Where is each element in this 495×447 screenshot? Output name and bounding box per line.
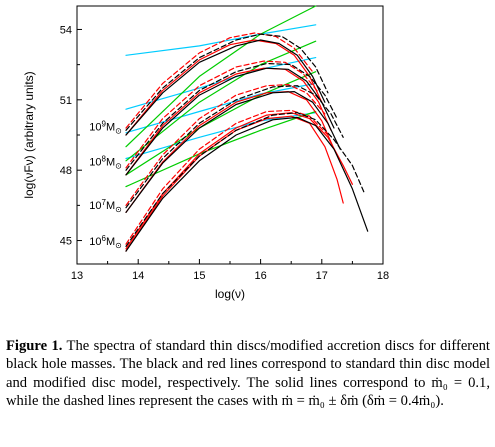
series-line-1e6-5 — [125, 110, 317, 188]
series-line-1e7-7 — [125, 91, 341, 213]
mass-label: 107M⊙ — [89, 198, 122, 214]
series-line-1e7-8 — [125, 85, 344, 209]
y-axis-label: log(νFν) (arbitrary units) — [22, 71, 36, 198]
mass-label-layer: 106M⊙ 107M⊙ 108M⊙ 109M⊙ — [89, 119, 122, 250]
series-line-1e8-16 — [125, 60, 320, 169]
x-tick-label: 16 — [254, 270, 266, 282]
axis-layer: 13 14 15 16 17 18 45 48 51 54 — [60, 24, 389, 282]
series-line-1e9-19 — [125, 39, 326, 136]
x-tick-label: 14 — [132, 270, 144, 282]
x-axis-label: log(ν) — [215, 287, 245, 301]
series-line-1e8-17 — [125, 40, 317, 162]
series-line-1e6-4 — [125, 109, 329, 245]
series-line-1e7-12 — [125, 82, 317, 134]
x-tick-label: 15 — [193, 270, 205, 282]
series-line-1e6-2 — [125, 115, 344, 252]
series-line-1e6-0 — [125, 116, 369, 252]
figure-caption: Figure 1. The spectra of standard thin d… — [6, 337, 490, 410]
mass-label: 108M⊙ — [89, 154, 122, 170]
series-line-1e7-9 — [125, 91, 335, 213]
series-line-1e8-15 — [125, 67, 332, 176]
series-line-1e8-14 — [125, 62, 338, 171]
series-layer — [125, 5, 369, 252]
series-line-1e8-13 — [125, 67, 335, 176]
mass-label: 109M⊙ — [89, 119, 122, 135]
caption-text: The spectra of standard thin discs/modif… — [6, 338, 490, 409]
series-line-1e6-1 — [125, 112, 366, 247]
caption-label: Figure 1. — [6, 338, 63, 354]
series-line-1e9-20 — [125, 33, 329, 131]
x-tick-label: 13 — [71, 270, 83, 282]
series-line-1e9-21 — [125, 39, 323, 136]
spectra-chart: 13 14 15 16 17 18 45 48 51 54 106M⊙ 107M⊙ 108M⊙ 109M… — [22, 5, 389, 301]
series-line-1e9-23 — [125, 5, 317, 148]
series-line-1e9-22 — [125, 32, 314, 129]
x-tick-label: 18 — [377, 270, 389, 282]
mass-label: 106M⊙ — [89, 234, 122, 250]
y-tick-label: 51 — [60, 95, 72, 107]
x-tick-label: 17 — [316, 270, 328, 282]
series-line-1e7-10 — [125, 84, 326, 206]
y-tick-label: 48 — [60, 165, 72, 177]
series-line-1e8-18 — [125, 57, 317, 110]
series-line-1e9-24 — [125, 24, 317, 56]
series-line-1e7-11 — [125, 71, 317, 176]
y-tick-label: 45 — [60, 236, 72, 248]
y-tick-label: 54 — [60, 24, 72, 36]
